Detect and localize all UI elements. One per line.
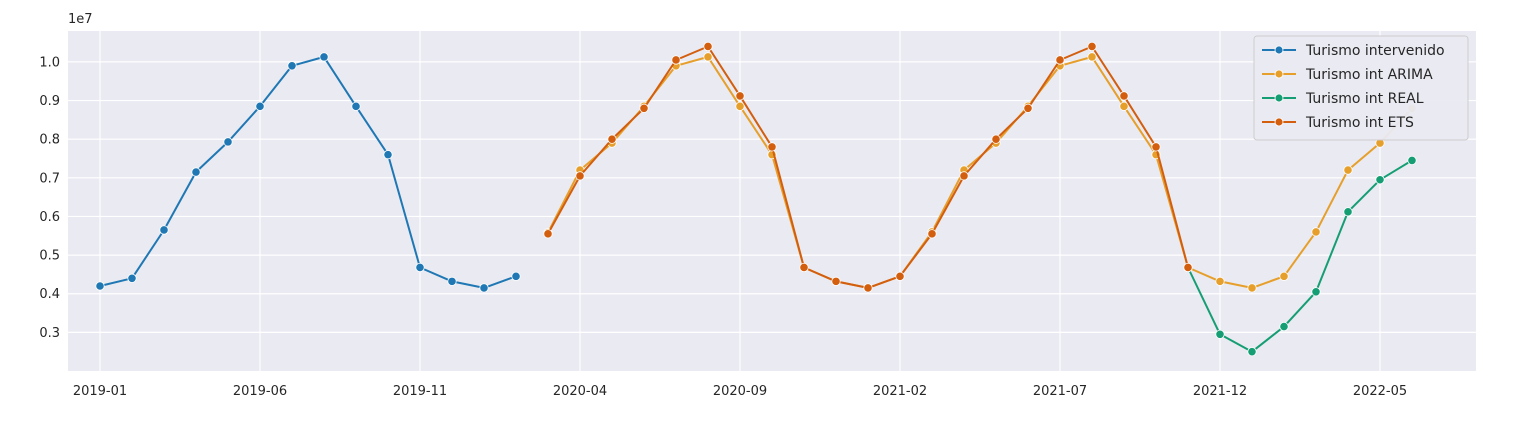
data-point <box>735 91 745 101</box>
data-point <box>1215 329 1225 339</box>
data-point <box>1343 165 1353 175</box>
data-point <box>607 134 617 144</box>
x-tick-label: 2019-11 <box>393 384 447 399</box>
series-turismo-intervenido <box>95 52 521 293</box>
data-point <box>543 229 553 239</box>
x-tick-label: 2021-12 <box>1193 384 1247 399</box>
series-turismo-int-real <box>1183 155 1417 357</box>
data-point <box>1055 55 1065 65</box>
data-point <box>1087 52 1097 62</box>
x-tick-label: 2019-06 <box>233 384 287 399</box>
legend-label: Turismo int ETS <box>1305 115 1414 131</box>
legend-label: Turismo intervenido <box>1305 43 1445 59</box>
data-point <box>1375 175 1385 185</box>
y-axis-offset-label: 1e7 <box>68 12 93 27</box>
data-point <box>255 101 265 111</box>
data-point <box>1279 271 1289 281</box>
x-tick-label: 2020-09 <box>713 384 767 399</box>
series-turismo-int-ets <box>543 41 1193 293</box>
data-point <box>671 55 681 65</box>
data-point <box>735 101 745 111</box>
data-point <box>703 52 713 62</box>
data-point <box>447 276 457 286</box>
data-point <box>575 171 585 181</box>
x-tick-label: 2019-01 <box>73 384 127 399</box>
data-point <box>415 262 425 273</box>
data-point <box>863 283 873 293</box>
data-point <box>1087 41 1097 52</box>
data-point <box>1119 91 1129 101</box>
axis-ticks: 0.3 0.4 0.5 0.6 0.7 0.8 0.9 1.0 2019-01 2019-06 20… <box>39 55 1407 399</box>
data-point <box>191 167 201 177</box>
x-tick-label: 2021-02 <box>873 384 927 399</box>
x-tick-label: 2021-07 <box>1033 384 1087 399</box>
legend: Turismo intervenido Turismo int ARIMA Turi… <box>1253 35 1469 141</box>
data-point <box>1183 262 1193 273</box>
data-point <box>927 229 937 239</box>
data-point <box>159 225 169 235</box>
y-tick-label: 0.3 <box>39 326 60 341</box>
data-point <box>127 273 137 283</box>
data-point <box>991 134 1001 144</box>
data-point <box>319 52 329 62</box>
data-point <box>1279 321 1289 332</box>
y-tick-label: 0.6 <box>39 210 60 225</box>
data-point <box>287 61 297 71</box>
data-point <box>383 150 393 160</box>
legend-marker <box>1274 45 1284 55</box>
data-point <box>1023 103 1033 113</box>
y-tick-label: 0.7 <box>39 171 60 186</box>
series-line <box>1187 159 1413 353</box>
y-tick-label: 0.9 <box>39 94 60 109</box>
data-point <box>1151 142 1161 152</box>
y-tick-label: 0.5 <box>39 249 60 264</box>
y-tick-label: 0.8 <box>39 133 60 148</box>
data-point <box>703 41 713 52</box>
legend-marker <box>1274 93 1284 103</box>
data-point <box>767 142 777 152</box>
data-point <box>1407 155 1417 166</box>
legend-label: Turismo int REAL <box>1305 91 1424 107</box>
data-point <box>1119 101 1129 111</box>
data-point <box>1215 276 1225 286</box>
data-point <box>479 283 489 293</box>
data-point <box>95 281 105 291</box>
plot-background <box>68 31 1476 371</box>
data-point <box>1247 347 1257 357</box>
data-point <box>223 137 233 147</box>
data-point <box>1343 207 1353 217</box>
legend-label: Turismo int ARIMA <box>1305 67 1433 83</box>
data-point <box>959 171 969 181</box>
legend-box <box>1253 35 1469 141</box>
data-point <box>1311 287 1321 297</box>
y-tick-label: 0.4 <box>39 287 60 302</box>
data-point <box>639 103 649 113</box>
x-tick-label: 2020-04 <box>553 384 607 399</box>
data-point <box>895 271 905 281</box>
series-group <box>95 41 1417 357</box>
series-line <box>99 55 517 289</box>
data-point <box>511 271 521 281</box>
data-point <box>1311 227 1321 237</box>
data-point <box>1247 283 1257 293</box>
legend-marker <box>1274 69 1284 79</box>
legend-marker <box>1274 117 1284 127</box>
x-tick-label: 2022-05 <box>1353 384 1407 399</box>
data-point <box>799 262 809 273</box>
data-point <box>831 276 841 286</box>
data-point <box>351 101 361 111</box>
y-tick-label: 1.0 <box>39 55 60 70</box>
